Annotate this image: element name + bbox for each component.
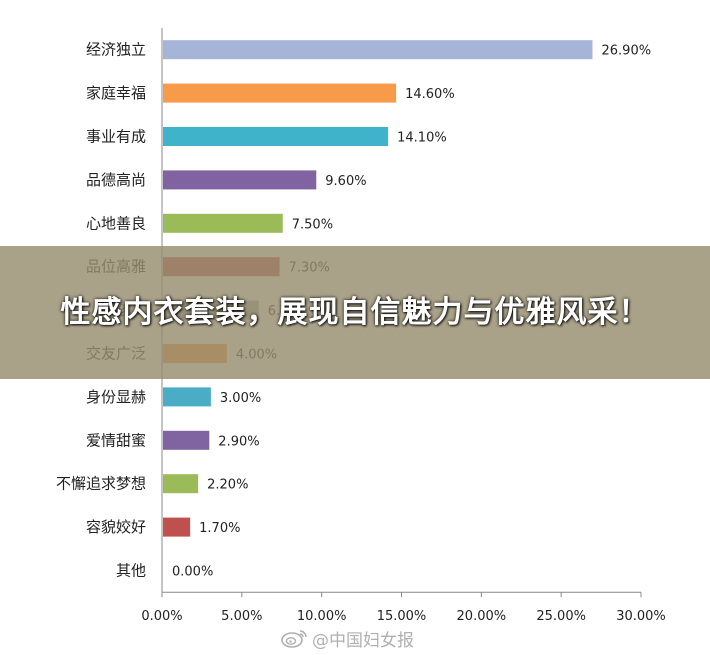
value-label: 2.20% bbox=[207, 478, 248, 493]
category-label: 容貌姣好 bbox=[86, 518, 146, 536]
value-label: 7.50% bbox=[292, 217, 333, 232]
category-label: 事业有成 bbox=[86, 128, 146, 146]
watermark-text: @中国妇女报 bbox=[312, 630, 414, 651]
value-label: 0.00% bbox=[172, 565, 213, 580]
x-tick-label: 0.00% bbox=[141, 609, 182, 624]
value-label: 14.10% bbox=[397, 131, 447, 146]
value-label: 2.90% bbox=[218, 434, 259, 449]
bar bbox=[163, 474, 199, 494]
headline-text: 性感内衣套装，展现自信魅力与优雅风采！ bbox=[60, 294, 650, 330]
value-label: 3.00% bbox=[220, 391, 261, 406]
category-label: 身份显赫 bbox=[86, 388, 146, 406]
x-tick-label: 30.00% bbox=[616, 609, 666, 624]
x-tick-label: 15.00% bbox=[377, 609, 427, 624]
bar bbox=[163, 40, 593, 60]
category-label: 其他 bbox=[116, 562, 146, 580]
value-label: 1.70% bbox=[199, 521, 240, 536]
bar bbox=[163, 213, 283, 233]
x-tick-label: 25.00% bbox=[536, 609, 586, 624]
category-label: 爱情甜蜜 bbox=[86, 431, 146, 449]
bar bbox=[163, 170, 317, 190]
category-label: 不懈追求梦想 bbox=[56, 475, 146, 493]
bar bbox=[163, 83, 397, 103]
value-label: 9.60% bbox=[325, 174, 366, 189]
x-ticks-group: 0.00% 5.00% 10.00% 15.00% 20.00% 25.00% 30.00% bbox=[141, 592, 666, 624]
weibo-icon bbox=[281, 630, 307, 648]
x-tick-label: 10.00% bbox=[297, 609, 347, 624]
headline-banner: 性感内衣套装，展现自信魅力与优雅风采！ bbox=[0, 246, 710, 379]
x-tick-label: 5.00% bbox=[221, 609, 262, 624]
category-label: 家庭幸福 bbox=[86, 84, 146, 102]
category-label: 心地善良 bbox=[86, 214, 146, 232]
category-label: 品德高尚 bbox=[86, 171, 146, 189]
watermark: @中国妇女报 bbox=[280, 626, 414, 651]
bar bbox=[163, 430, 210, 450]
value-label: 14.60% bbox=[405, 87, 455, 102]
bar bbox=[163, 127, 389, 146]
category-label: 经济独立 bbox=[86, 41, 146, 59]
value-label: 26.90% bbox=[602, 44, 652, 59]
bar bbox=[163, 387, 211, 407]
x-tick-label: 20.00% bbox=[457, 609, 507, 624]
bar bbox=[163, 517, 191, 537]
